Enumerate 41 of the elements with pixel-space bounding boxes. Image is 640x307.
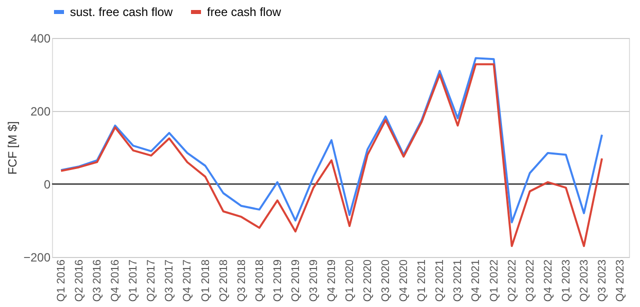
- x-tick-label: Q1 2023: [560, 260, 572, 302]
- x-tick-label: Q3 2019: [308, 260, 320, 302]
- y-tick-label: 400: [30, 32, 51, 46]
- x-tick-label: Q2 2018: [218, 260, 230, 302]
- x-tick-label: Q1 2020: [344, 260, 356, 302]
- x-tick-label: Q2 2016: [74, 260, 86, 302]
- x-tick-label: Q1 2022: [488, 260, 500, 302]
- x-tick-label: Q3 2020: [380, 260, 392, 302]
- x-tick-label: Q1 2017: [128, 260, 140, 302]
- x-tick-label: Q2 2020: [362, 260, 374, 302]
- x-tick-label: Q3 2017: [164, 260, 176, 302]
- x-tick-label: Q1 2021: [416, 260, 428, 302]
- legend-label: free cash flow: [207, 5, 282, 19]
- x-tick-label: Q3 2022: [524, 260, 536, 302]
- line-series: [60, 57, 603, 224]
- y-tick-label: −200: [23, 250, 51, 264]
- x-tick-label: Q4 2018: [254, 260, 266, 302]
- x-tick-label: Q4 2023: [614, 260, 626, 302]
- x-tick-label: Q4 2019: [326, 260, 338, 302]
- x-tick-label: Q1 2016: [56, 260, 68, 302]
- x-tick-label: Q2 2023: [578, 260, 590, 302]
- x-tick-label: Q4 2017: [182, 260, 194, 302]
- x-tick-label: Q1 2018: [200, 260, 212, 302]
- x-tick-label: Q3 2021: [452, 260, 464, 302]
- x-tick-label: Q4 2022: [542, 260, 554, 302]
- x-tick-label: Q2 2019: [290, 260, 302, 302]
- x-tick-label: Q4 2021: [470, 260, 482, 302]
- y-tick-label: 200: [30, 104, 51, 118]
- x-tick-label: Q2 2017: [146, 260, 158, 302]
- x-tick-label: Q2 2021: [434, 260, 446, 302]
- x-tick-label: Q3 2023: [596, 260, 608, 302]
- line-series: [60, 63, 603, 248]
- x-tick-label: Q2 2022: [506, 260, 518, 302]
- x-tick-label: Q4 2020: [398, 260, 410, 302]
- y-axis-title: FCF [M $]: [5, 121, 20, 175]
- y-tick-label: 0: [44, 178, 51, 192]
- legend-label: sust. free cash flow: [70, 5, 174, 19]
- x-tick-label: Q3 2016: [92, 260, 104, 302]
- x-tick-label: Q3 2018: [236, 260, 248, 302]
- x-tick-label: Q4 2016: [110, 260, 122, 302]
- x-tick-label: Q1 2019: [272, 260, 284, 302]
